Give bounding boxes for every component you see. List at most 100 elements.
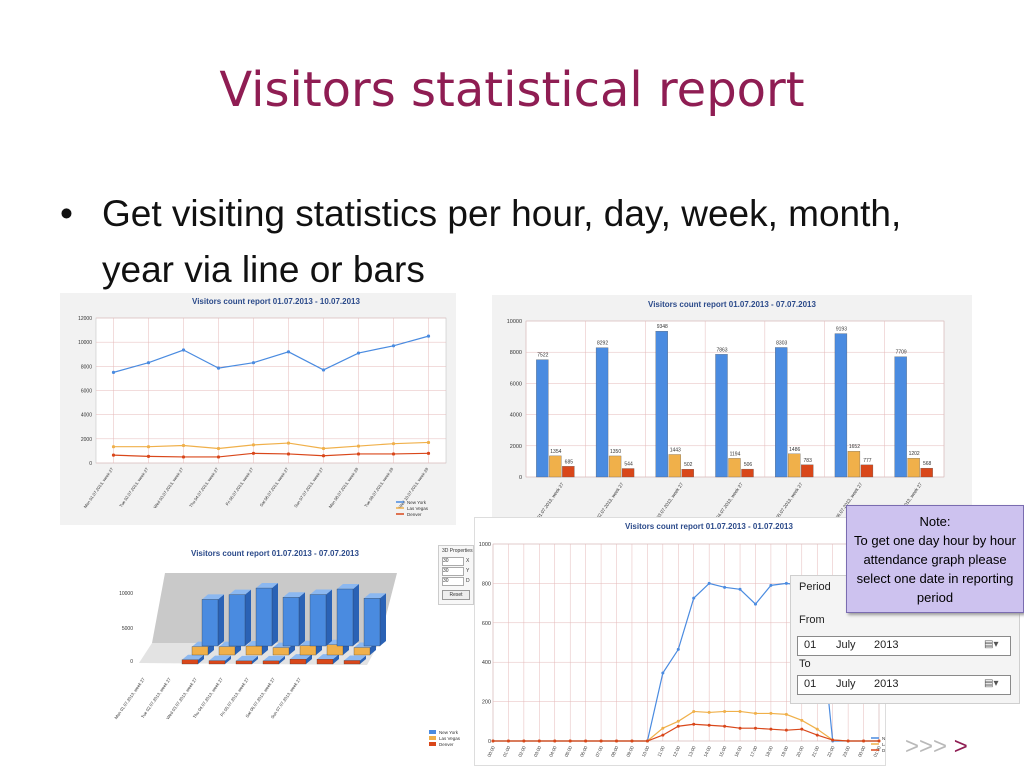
y-tick-label: 4000 [510, 413, 522, 419]
reset-button[interactable]: Reset [442, 590, 470, 600]
bar [299, 645, 317, 656]
x-tick-label: 00:00 [487, 745, 497, 758]
from-year: 2013 [874, 639, 899, 651]
data-point [661, 733, 665, 737]
data-point [426, 440, 431, 445]
bar [191, 646, 209, 656]
data-point [111, 453, 116, 457]
note-callout: Note: To get one day hour by hour attend… [846, 505, 1024, 613]
data-point [784, 581, 788, 585]
next-arrow-icon[interactable]: > [953, 733, 968, 760]
data-point [216, 446, 221, 451]
bar-top [290, 654, 312, 660]
to-date-field[interactable]: 01 July 2013 ▤▾ [797, 675, 1011, 695]
data-point [784, 728, 788, 732]
d-input[interactable]: 30 [442, 577, 464, 586]
bar [894, 356, 907, 478]
x-tick-label: Fri 05.07.2013, week 27 [224, 466, 254, 506]
x-tick-label: 22:00 [826, 745, 836, 758]
bar-top [202, 594, 224, 600]
period-label: Period [799, 581, 831, 593]
data-label: 783 [804, 458, 813, 464]
legend-label: Las Vegas [407, 506, 429, 511]
data-label: 9193 [836, 327, 847, 333]
bar [218, 646, 236, 656]
legend-label: Denver [439, 742, 454, 747]
bar [621, 468, 635, 478]
to-month: July [836, 678, 856, 690]
bar-side [279, 655, 285, 664]
bar-top [317, 654, 339, 660]
data-label: 8303 [776, 340, 787, 346]
previous-arrows-icon[interactable]: >>> [905, 733, 948, 760]
data-point [661, 671, 665, 675]
data-point [661, 726, 665, 730]
data-point [723, 709, 727, 713]
data-label: 1486 [789, 447, 800, 453]
x-tick-label: 04:00 [548, 745, 558, 758]
chart-title: Visitors count report 01.07.2013 - 01.07… [625, 522, 793, 531]
plot-area [525, 320, 945, 478]
x-tick-label: 20:00 [795, 745, 805, 758]
data-label: 568 [923, 461, 932, 467]
from-date-field[interactable]: 01 July 2013 ▤▾ [797, 636, 1011, 656]
data-point [553, 739, 557, 743]
y-tick-label: 0 [89, 461, 92, 467]
bar [775, 347, 788, 478]
bar [343, 660, 361, 665]
data-point [738, 587, 742, 591]
data-point [707, 723, 711, 727]
data-point [753, 726, 757, 730]
x-tick-label: 15:00 [718, 745, 728, 758]
data-label: 1202 [909, 451, 920, 457]
bar [655, 331, 668, 478]
series-line [493, 723, 879, 742]
x-tick-label: Sun 07.07.2013, week 27 [293, 466, 325, 508]
y-tick-label: 10000 [119, 591, 133, 597]
data-point [216, 366, 221, 370]
3d-properties-panel: 3D Properties 30 X 30 Y 30 D Reset [438, 545, 474, 605]
note-heading: Note: [919, 514, 951, 529]
x-tick-label: 17:00 [749, 745, 759, 758]
bar [801, 464, 814, 478]
data-point [522, 739, 526, 743]
x-tick-label: Sat 06.07.2013, week 27 [259, 466, 290, 507]
bar [595, 347, 609, 478]
legend-label: Las Vegas [439, 736, 461, 741]
bar-top [182, 654, 204, 660]
data-label: 544 [624, 462, 633, 468]
line-chart: 0 2000 4000 6000 8000 10000 12000 Mon 01.07.201… [78, 316, 447, 517]
data-point [784, 712, 788, 716]
bar [363, 598, 381, 647]
data-point [181, 443, 186, 448]
y-tick-label: 12000 [78, 316, 92, 322]
y-input[interactable]: 30 [442, 567, 464, 576]
x-tick-label: 16:00 [734, 745, 744, 758]
data-point [391, 344, 396, 348]
bar-side [360, 655, 366, 664]
x-tick-label: 13:00 [687, 745, 697, 758]
note-body: To get one day hour by hour attendance g… [854, 533, 1016, 605]
data-point [286, 350, 291, 354]
legend-label: New York [882, 736, 885, 741]
y-tick-label: 0 [488, 739, 491, 745]
bar-side [218, 594, 224, 646]
x-tick-label: 18:00 [764, 745, 774, 758]
data-point [831, 738, 835, 742]
bar-top [337, 584, 359, 590]
data-point [491, 739, 495, 743]
x-input[interactable]: 30 [442, 557, 464, 566]
calendar-dropdown-icon[interactable]: ▤▾ [984, 639, 999, 650]
x-tick-label: 02:00 [517, 745, 527, 758]
data-label: 1194 [730, 451, 741, 457]
data-point [769, 727, 773, 731]
data-point [692, 722, 696, 726]
bar [282, 597, 300, 647]
bar [228, 594, 246, 647]
data-point [426, 334, 431, 338]
calendar-dropdown-icon[interactable]: ▤▾ [984, 678, 999, 689]
data-label: 1443 [670, 447, 681, 453]
bar-top [364, 593, 386, 599]
x-tick-label: 03:00 [533, 745, 543, 758]
data-label: 1354 [550, 449, 561, 455]
